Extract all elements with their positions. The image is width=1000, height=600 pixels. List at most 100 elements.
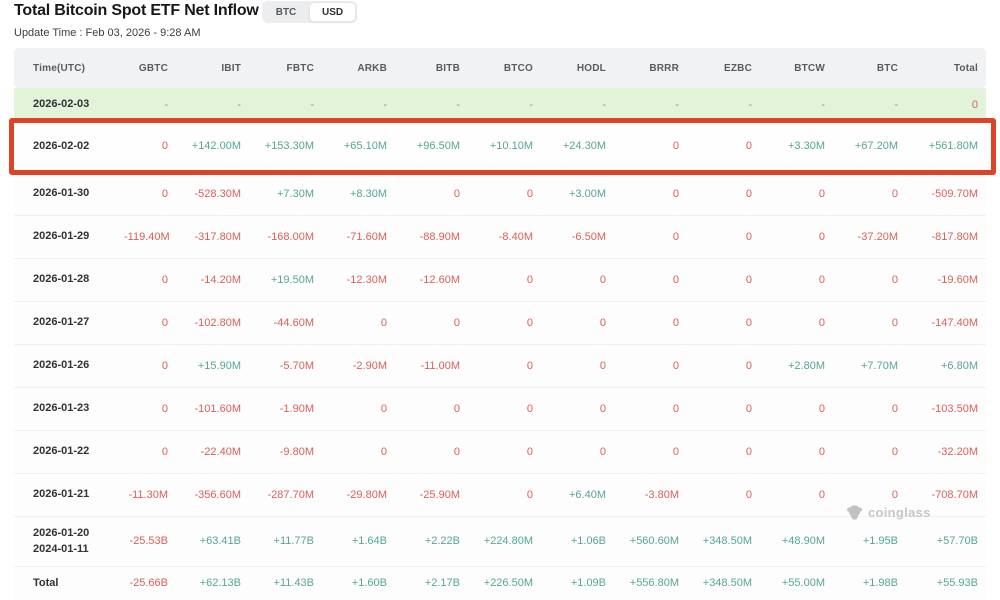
column-header-btc: BTC [876,62,898,74]
value-cell: 0 [545,301,618,345]
value-cell: 0 [399,430,472,474]
table-row-2026-01-29: 2026-01-29 -119.40M -317.80M -168.00M -71.60… [14,215,986,259]
value-cell: +2.17B [424,577,460,590]
column-header-btcw: BTCW [794,62,825,74]
value-cell: 0 [691,172,764,216]
time-cell: 2026-02-02 [14,121,124,173]
time-cell: 2026-02-03 [33,98,90,111]
value-cell: 0 [326,301,399,345]
column-header-btco: BTCO [503,62,533,74]
value-cell: -168.00M [253,215,326,259]
value-cell: -1.90M [253,387,326,431]
value-cell: -25.90M [399,473,472,517]
value-cell: - [310,98,314,111]
value-cell: +10.10M [472,121,545,173]
value-cell: -3.80M [618,473,691,517]
total-cell: +55.93B [936,577,978,590]
value-cell: 0 [472,473,545,517]
value-cell: 0 [545,387,618,431]
column-header-ezbc: EZBC [723,62,752,74]
value-cell: +348.50M [702,577,752,590]
time-cell: 2026-01-23 [14,387,124,431]
value-cell: -2.90M [326,344,399,388]
value-cell: 0 [618,121,691,173]
time-cell: 2026-01-26 [14,344,124,388]
value-cell: +55.00M [781,577,825,590]
value-cell: +556.80M [629,577,679,590]
value-cell: +3.30M [764,121,837,173]
table-row-2026-01-20: 2026-01-20 2024-01-11 -25.53B +63.41B +11.77… [14,516,986,567]
value-cell: 0 [691,258,764,302]
value-cell: 0 [837,258,910,302]
column-header-ibit: IBIT [221,62,241,74]
value-cell: +348.50M [691,516,764,567]
total-cell: +57.70B [910,516,986,567]
value-cell: 0 [124,258,180,302]
total-cell: -509.70M [910,172,986,216]
total-cell: -19.60M [910,258,986,302]
value-cell: +8.30M [326,172,399,216]
value-cell: +224.80M [472,516,545,567]
value-cell: +62.13B [199,577,241,590]
value-cell: 0 [472,301,545,345]
usd-toggle-button[interactable]: USD [309,2,357,22]
value-cell: 0 [764,258,837,302]
value-cell: +1.06B [545,516,618,567]
value-cell: +7.70M [837,344,910,388]
value-cell: 0 [399,387,472,431]
value-cell: 0 [764,301,837,345]
value-cell: 0 [691,387,764,431]
value-cell: 0 [472,430,545,474]
value-cell: +7.30M [253,172,326,216]
column-header-time-utc-: Time(UTC) [33,62,86,74]
value-cell: +3.00M [545,172,618,216]
time-cell: 2026-01-28 [14,258,124,302]
value-cell: +65.10M [326,121,399,173]
value-cell: -528.30M [180,172,253,216]
header-row: Time(UTC) GBTC IBIT FBTC ARKB BITB BTCO HODL BRR… [14,48,986,88]
time-cell: 2026-01-27 [14,301,124,345]
value-cell: +1.09B [570,577,606,590]
value-cell: -6.50M [545,215,618,259]
value-cell: 0 [691,344,764,388]
value-cell: +142.00M [180,121,253,173]
value-cell: 0 [837,473,910,517]
value-cell: 0 [472,387,545,431]
value-cell: -102.80M [180,301,253,345]
value-cell: 0 [764,387,837,431]
table-row-total: Total -25.66B +62.13B +11.43B +1.60B +2.17B +2… [14,566,986,600]
value-cell: -119.40M [124,215,180,259]
value-cell: 0 [837,430,910,474]
total-cell: -708.70M [910,473,986,517]
value-cell: +153.30M [253,121,326,173]
table-row-2026-01-23: 2026-01-23 0 -101.60M -1.90M 0 0 0 0 0 0 0 0 -103.50… [14,387,986,431]
value-cell: -11.00M [399,344,472,388]
column-header-brrr: BRRR [649,62,679,74]
table-row-2026-02-03: 2026-02-03 - - - - - - - - - - - 0 [14,88,986,121]
total-cell: -817.80M [910,215,986,259]
value-cell: +560.60M [618,516,691,567]
value-cell: -11.30M [124,473,180,517]
btc-toggle-button[interactable]: BTC [263,2,309,22]
time-cell: 2026-01-21 [14,473,124,517]
value-cell: - [529,98,533,111]
time-cell: Total [33,577,59,589]
value-cell: -287.70M [253,473,326,517]
value-cell: 0 [472,344,545,388]
value-cell: - [675,98,679,111]
value-cell: 0 [124,121,180,173]
value-cell: - [456,98,460,111]
value-cell: 0 [691,473,764,517]
page-title: Total Bitcoin Spot ETF Net Inflow (USD) [14,2,307,19]
table-row-2026-01-27: 2026-01-27 0 -102.80M -44.60M 0 0 0 0 0 0 0 0 -147.4… [14,301,986,345]
value-cell: 0 [124,301,180,345]
value-cell: +15.90M [180,344,253,388]
value-cell: -317.80M [180,215,253,259]
value-cell: -25.53B [124,516,180,567]
value-cell: - [894,98,898,111]
value-cell: 0 [618,215,691,259]
table-row-2026-01-22: 2026-01-22 0 -22.40M -9.80M 0 0 0 0 0 0 0 0 -32.20M [14,430,986,474]
value-cell: +1.95B [837,516,910,567]
value-cell: -9.80M [253,430,326,474]
value-cell: +2.80M [764,344,837,388]
